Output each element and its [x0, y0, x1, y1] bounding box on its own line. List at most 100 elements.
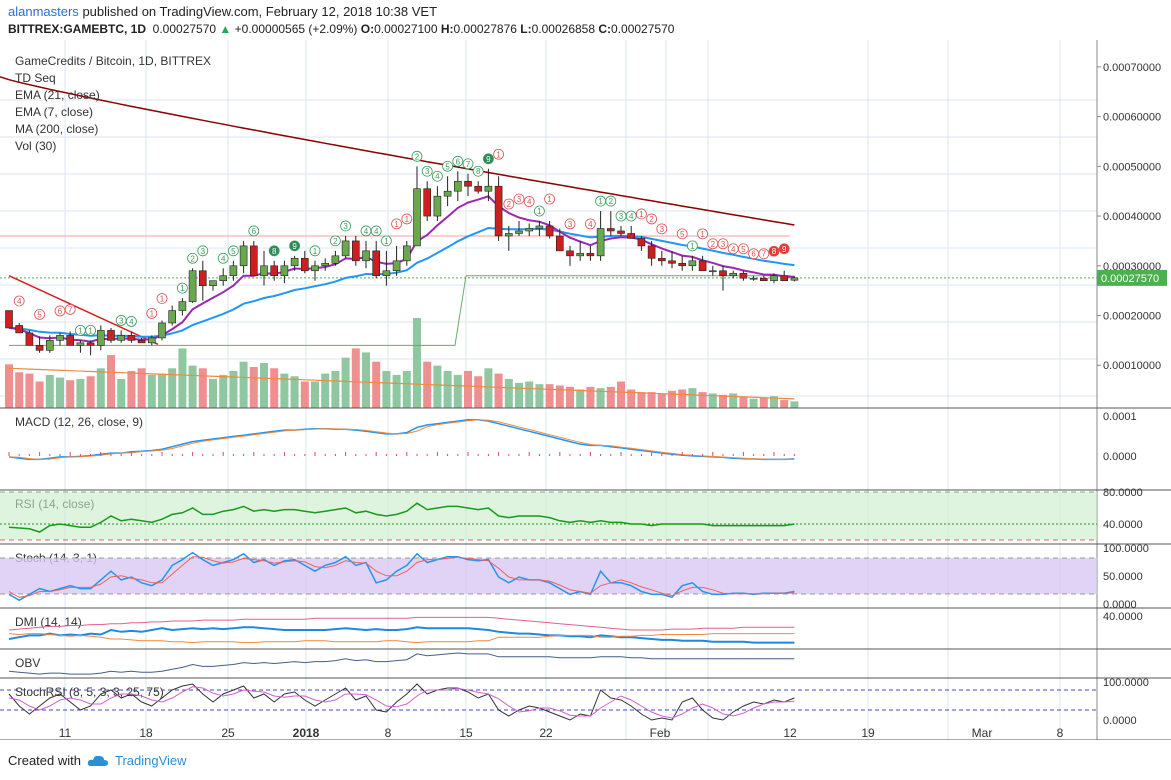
td-count-text: 1 [160, 294, 165, 303]
footer: Created with TradingView [8, 753, 187, 768]
volume-bar [290, 376, 299, 408]
pane-label: MACD (12, 26, close, 9) [15, 415, 143, 429]
td-count-text: 1 [405, 215, 410, 224]
candle-body [433, 195, 442, 217]
td-count-circle [380, 235, 392, 247]
candle-body [596, 228, 605, 257]
volume-bar [35, 381, 44, 408]
td-count-circle [421, 165, 433, 177]
volume-bar [637, 392, 646, 408]
macd-tick-label: 0.0000 [1103, 451, 1137, 463]
indicator-panes: MACD (12, 26, close, 9)RSI (14, close)St… [0, 407, 1171, 740]
candle-body [199, 270, 207, 286]
volume-bar [25, 373, 34, 408]
publish-info: alanmasters published on TradingView.com… [8, 4, 437, 19]
td-count-text: 1 [537, 207, 542, 216]
candle-body [719, 270, 727, 277]
stoch-tick-label: 50.0000 [1103, 571, 1143, 583]
volume-bar [413, 318, 421, 408]
td-count-text: 4 [221, 254, 226, 263]
x-tick-label: 12 [783, 726, 797, 740]
td-count-text: 6 [751, 250, 756, 259]
candle-body [362, 250, 370, 262]
volume-bar [229, 370, 238, 408]
time-axis[interactable]: 11 18 25 2018 8 15 22 Feb 12 19 Mar 8 [59, 726, 1064, 740]
td-count-circle [411, 150, 423, 162]
td-count-circle [564, 218, 576, 230]
td-count-circle [687, 240, 698, 252]
td-count-circle [503, 198, 515, 210]
volume-bar [168, 368, 177, 408]
candle-body [790, 277, 799, 281]
candle-body [647, 245, 656, 259]
td-count-text: 1 [547, 195, 552, 204]
volume-bar [107, 355, 115, 408]
td-count-circle [431, 170, 443, 182]
td-count-circle [227, 245, 239, 257]
last-price-badge [1097, 269, 1167, 286]
ema21-line [8, 226, 795, 338]
price-axis[interactable]: 0.00070000 0.00060000 0.00050000 0.00040000… [1097, 62, 1167, 372]
candle-body [780, 275, 789, 282]
volume-bar [209, 378, 217, 408]
volume-bar [402, 370, 411, 408]
td-count-text: 6 [58, 307, 63, 316]
td-count-circle [442, 160, 454, 172]
x-tick-label: 22 [539, 726, 553, 740]
volume-bar [127, 370, 136, 408]
candle-body [759, 277, 768, 282]
volume-bar [280, 373, 289, 408]
candle-body [504, 233, 513, 237]
tradingview-link[interactable]: TradingView [114, 753, 187, 768]
td-count-circle [768, 245, 780, 257]
volume-bar [719, 394, 727, 408]
published-text: published on TradingView.com, February 1… [82, 4, 438, 19]
x-tick-label: 8 [1057, 726, 1064, 740]
candle-body [45, 340, 54, 351]
dmi-plus-line [8, 626, 795, 644]
candle-body [178, 301, 187, 311]
volume-bar [678, 389, 687, 408]
volume-bar [15, 372, 24, 408]
volume-bar [117, 378, 126, 408]
candle-body [331, 255, 340, 264]
td-count-circle [676, 228, 688, 240]
candle-body [474, 185, 483, 192]
candle-body [137, 340, 146, 344]
candle-body [739, 272, 748, 279]
indicator-lines [0, 76, 795, 343]
td-count-text: 4 [527, 198, 532, 207]
td-count-text: 1 [639, 210, 644, 219]
stoch-tick-label: 0.0000 [1103, 599, 1137, 611]
candle-body [321, 262, 330, 267]
td-count-text: 2 [711, 240, 716, 249]
chart-legend: GameCredits / Bitcoin, 1D, BITTREX TD Se… [15, 54, 211, 153]
stoch-band [0, 558, 1097, 594]
td-count-circle [268, 245, 280, 257]
candle-body [423, 188, 432, 217]
obv-line [8, 652, 795, 675]
volume-bar [66, 380, 75, 408]
y-tick-label: 0.00040000 [1103, 211, 1161, 223]
volume-bars [5, 275, 799, 408]
y-tick-label: 0.00020000 [1103, 311, 1161, 323]
td-count-circle [54, 305, 66, 317]
td-count-circle [778, 243, 790, 255]
candle-body [545, 225, 554, 237]
high-value: 0.00027876 [453, 22, 517, 36]
volume-bar [780, 400, 789, 408]
volume-bar [494, 373, 503, 408]
candle-body [209, 280, 217, 286]
td-count-text: 3 [343, 222, 348, 231]
candle-body [341, 240, 350, 257]
td-count-text: 8 [476, 167, 481, 176]
td-count-text: 5 [445, 162, 450, 171]
volume-bar [484, 368, 493, 408]
author-link[interactable]: alanmasters [8, 4, 79, 19]
td-count-circle [717, 238, 729, 250]
candle-body [555, 235, 564, 252]
td-count-text: 3 [660, 225, 665, 234]
volume-bar [362, 352, 370, 408]
